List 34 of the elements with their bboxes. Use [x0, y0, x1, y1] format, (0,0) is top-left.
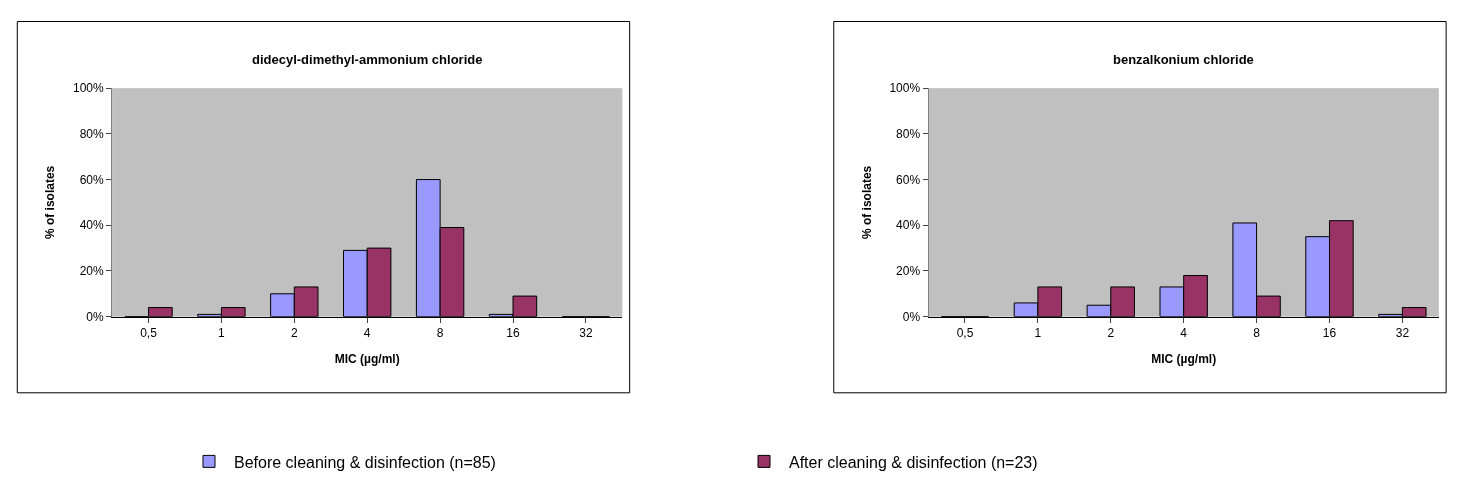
x-tick-label: 8 [1253, 326, 1261, 341]
x-tick-label: 32 [579, 326, 593, 341]
chart-title: benzalkonium chloride [1113, 52, 1254, 67]
y-tick-label: 100% [72, 81, 104, 96]
x-tick-label: 1 [1034, 326, 1042, 341]
x-axis-title: MIC (µg/ml) [1151, 351, 1217, 366]
y-tick-label: 0% [86, 309, 104, 324]
x-axis-title: MIC (µg/ml) [334, 351, 400, 366]
y-tick-label: 0% [902, 309, 921, 324]
x-tick-label: 0,5 [140, 326, 158, 341]
x-tick-label: 4 [363, 326, 371, 341]
x-tick-label: 32 [1395, 326, 1410, 341]
y-axis-title: % of isolates [859, 165, 874, 240]
x-tick-label: 0,5 [956, 326, 974, 341]
x-tick-label: 8 [436, 326, 444, 341]
x-tick-label: 1 [218, 326, 226, 341]
x-tick-label: 16 [1322, 326, 1337, 341]
y-tick-label: 100% [889, 81, 921, 96]
legend-label: Before cleaning & disinfection (n=85) [234, 453, 496, 471]
y-tick-label: 40% [896, 218, 921, 233]
y-tick-label: 80% [896, 127, 921, 142]
y-tick-label: 80% [79, 127, 104, 142]
legend-label: After cleaning & disinfection (n=23) [789, 453, 1038, 471]
y-tick-label: 60% [896, 172, 921, 187]
y-axis-title: % of isolates [43, 165, 58, 240]
y-tick-label: 20% [896, 264, 921, 279]
chart-title: didecyl-dimethyl-ammonium chloride [252, 52, 483, 67]
x-tick-label: 2 [1107, 326, 1115, 341]
y-tick-label: 60% [79, 172, 104, 187]
x-tick-label: 2 [290, 326, 298, 341]
x-tick-label: 4 [1180, 326, 1188, 341]
y-tick-label: 20% [79, 264, 104, 279]
y-tick-label: 40% [79, 218, 104, 233]
x-tick-label: 16 [506, 326, 520, 341]
